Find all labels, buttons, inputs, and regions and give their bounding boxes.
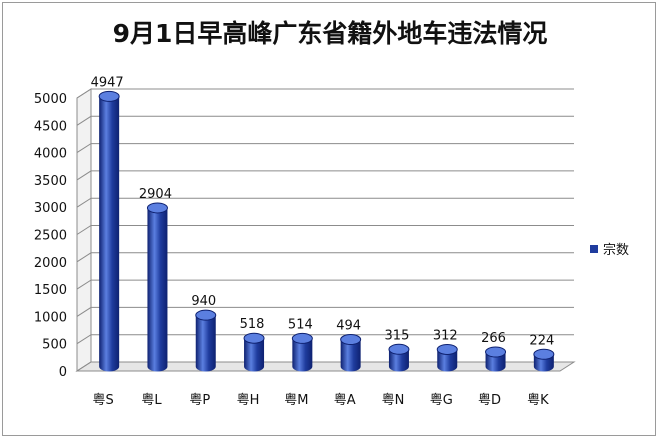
x-tick-label: 粤A: [334, 392, 356, 408]
legend-label: 宗数: [603, 243, 630, 258]
x-tick-label: 粤K: [527, 392, 549, 408]
bar-top: [436, 343, 458, 355]
gridline: [76, 361, 574, 372]
x-tick-label: 粤P: [189, 392, 210, 408]
bar-top: [98, 90, 120, 102]
bar-body: [195, 315, 216, 372]
x-tick-label: 粤H: [237, 392, 260, 408]
bar-top: [195, 309, 217, 321]
bar-body: [485, 351, 506, 372]
gridline: [76, 252, 574, 263]
bar-top: [243, 332, 265, 344]
x-tick-label: 粤D: [478, 392, 501, 408]
bar-body: [388, 349, 409, 372]
y-tick-label: 500: [42, 338, 67, 353]
legend: 宗数: [590, 239, 629, 258]
bar-body: [147, 207, 168, 372]
bar-top: [340, 334, 362, 346]
x-tick-label: 粤S: [93, 392, 114, 408]
label-layer: 4947 粤S 2904 粤L 940 粤P 518 粤H 514 粤M 494 粤A 315 粤N 312…: [91, 75, 555, 408]
y-tick-label: 1000: [34, 310, 67, 325]
bar-top: [388, 343, 410, 355]
bar-top: [533, 348, 555, 360]
gridline: [76, 143, 574, 154]
data-label: 940: [191, 294, 216, 309]
y-tick-label: 3000: [34, 201, 67, 216]
x-tick-label: 粤M: [284, 392, 308, 408]
gridline: [76, 279, 574, 290]
y-tick-label: 0: [59, 365, 67, 380]
y-tick-label: 5000: [34, 92, 67, 107]
data-label: 514: [288, 317, 313, 332]
data-label: 2904: [139, 187, 172, 202]
data-label: 494: [336, 319, 361, 334]
bar-body: [340, 339, 361, 372]
gridline: [76, 334, 574, 345]
data-label: 518: [240, 317, 265, 332]
bar-layer: [98, 90, 555, 372]
bar-top: [146, 202, 168, 214]
data-label: 315: [385, 328, 410, 343]
legend-swatch: [590, 244, 598, 253]
y-tick-label: 4500: [34, 119, 67, 134]
bar-body: [292, 338, 313, 372]
data-label: 224: [529, 333, 554, 348]
gridline: [76, 225, 574, 235]
gridline: [76, 306, 574, 317]
data-label: 4947: [91, 75, 124, 90]
gridline: [76, 115, 574, 126]
y-tick-label: 3500: [34, 174, 67, 189]
gridline: [76, 197, 574, 208]
chart-title: 9月1日早高峰广东省籍外地车违法情况: [112, 19, 548, 48]
bar-body: [437, 349, 458, 372]
data-label: 312: [433, 328, 458, 343]
y-tick-label: 2500: [34, 229, 67, 244]
bar-top: [485, 346, 507, 358]
x-tick-label: 粤N: [382, 392, 405, 408]
y-tick-label: 4000: [34, 147, 67, 162]
y-tick-label: 1500: [34, 283, 67, 298]
y-tick-label: 2000: [34, 256, 67, 271]
gridline: [76, 170, 574, 181]
bar-top: [291, 332, 313, 344]
bar-body: [244, 338, 265, 372]
bar-body: [99, 96, 120, 372]
x-tick-label: 粤L: [141, 392, 162, 408]
data-label: 266: [481, 331, 506, 346]
gridline: [76, 88, 574, 99]
x-tick-label: 粤G: [430, 392, 453, 408]
